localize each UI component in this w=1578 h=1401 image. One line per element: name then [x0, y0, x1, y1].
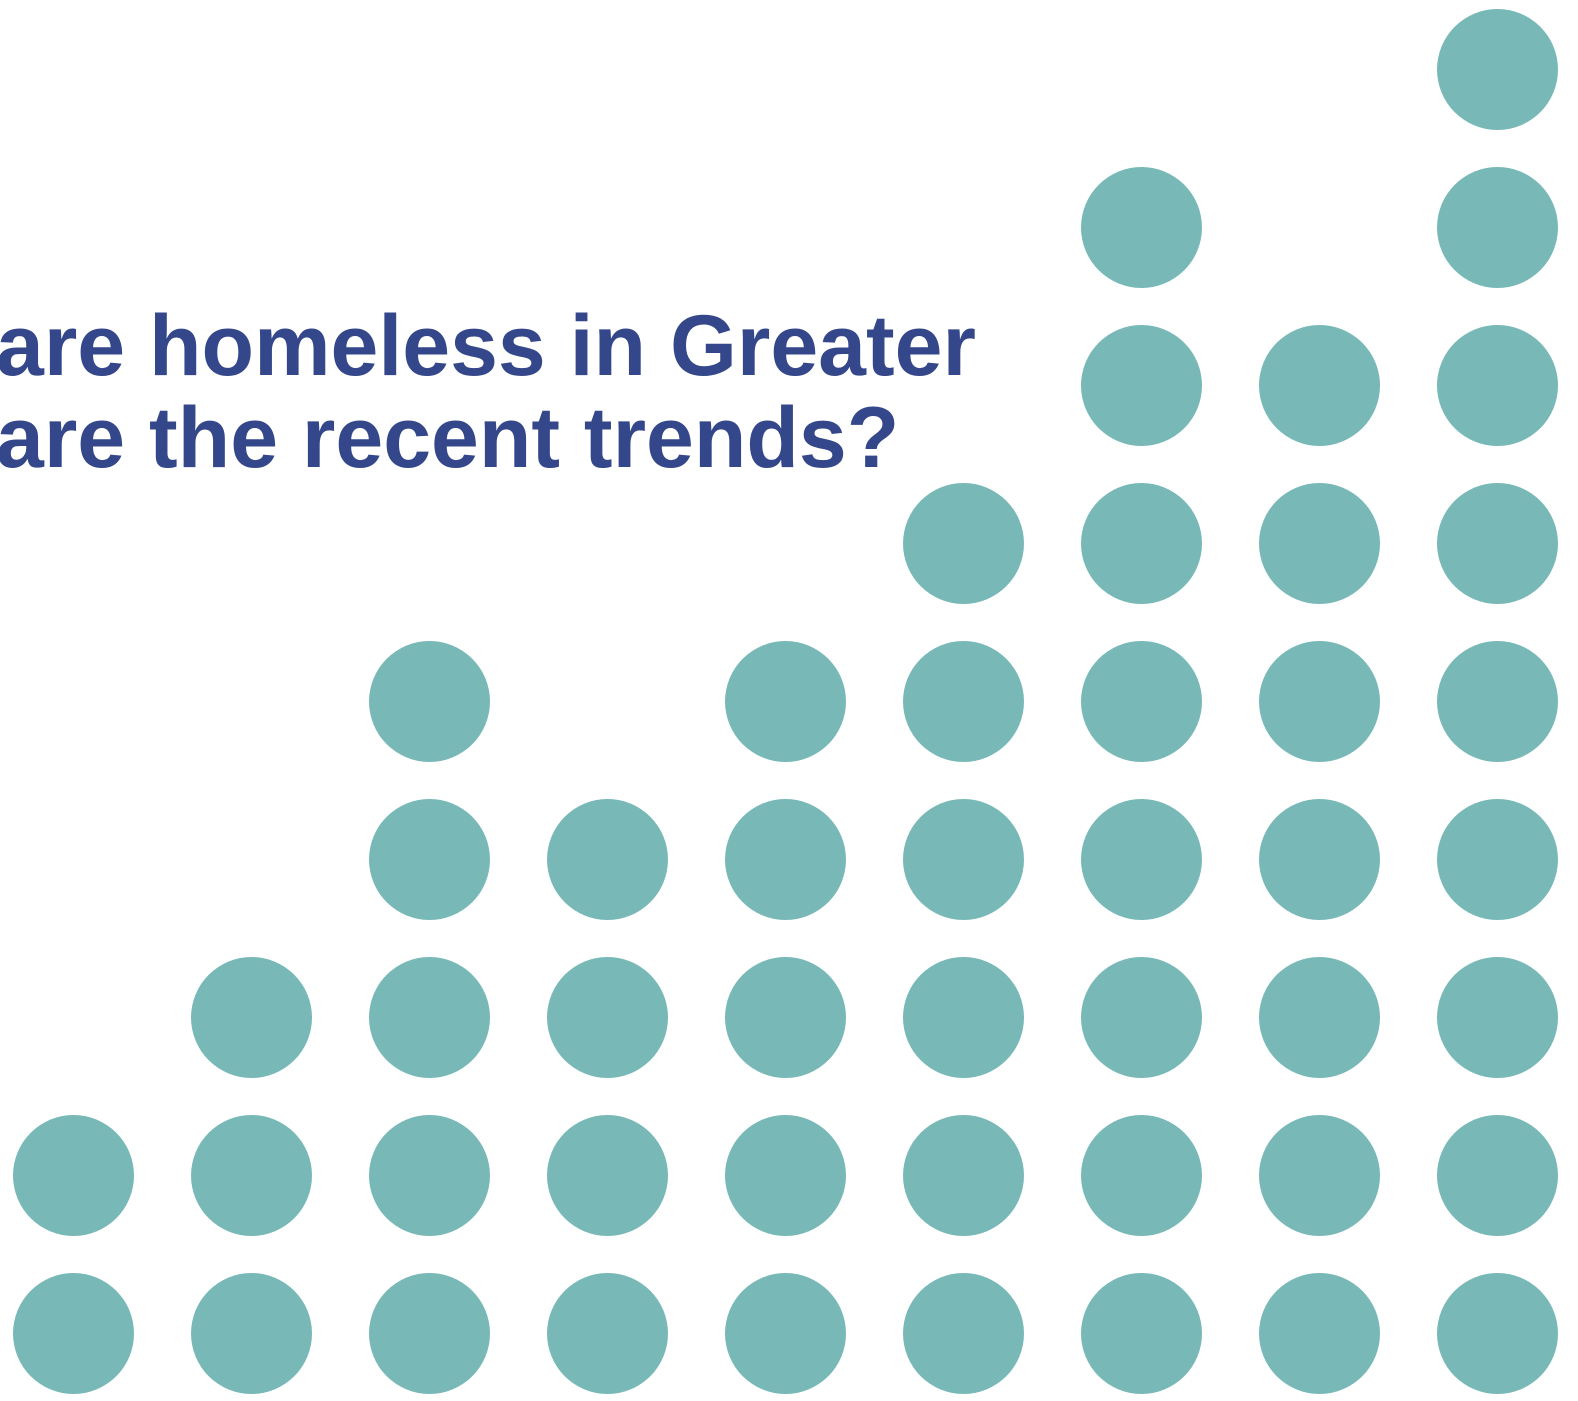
dot	[902, 640, 1024, 762]
dot	[1436, 1114, 1558, 1236]
dot	[1080, 1272, 1202, 1394]
dot	[902, 956, 1024, 1078]
dot	[1436, 8, 1558, 130]
dot	[1080, 640, 1202, 762]
dot	[1436, 482, 1558, 604]
dot	[1080, 482, 1202, 604]
dot	[1436, 956, 1558, 1078]
dot	[12, 1272, 134, 1394]
dot	[1080, 324, 1202, 446]
dot	[724, 1272, 846, 1394]
dot	[190, 956, 312, 1078]
title-line-2: are the recent trends?	[0, 390, 900, 486]
dot	[1258, 640, 1380, 762]
dot	[1258, 798, 1380, 920]
dot	[724, 956, 846, 1078]
dot	[368, 956, 490, 1078]
slide-title: are homeless in Greater are the recent t…	[0, 300, 976, 484]
dot	[546, 956, 668, 1078]
dot	[546, 798, 668, 920]
dot	[546, 1272, 668, 1394]
dot	[1436, 166, 1558, 288]
dot	[190, 1114, 312, 1236]
dot	[1258, 1114, 1380, 1236]
dot	[724, 640, 846, 762]
dot	[1080, 166, 1202, 288]
dot	[368, 798, 490, 920]
dot	[1080, 956, 1202, 1078]
dot	[902, 798, 1024, 920]
dot	[1080, 1114, 1202, 1236]
title-line-1: are homeless in Greater	[0, 298, 976, 394]
dot	[902, 1114, 1024, 1236]
dot	[546, 1114, 668, 1236]
dot	[1258, 1272, 1380, 1394]
dot	[190, 1272, 312, 1394]
dot	[724, 798, 846, 920]
dot	[1080, 798, 1202, 920]
dot	[724, 1114, 846, 1236]
dot	[1436, 324, 1558, 446]
dot	[1436, 640, 1558, 762]
dot	[368, 640, 490, 762]
dot	[1258, 956, 1380, 1078]
dot	[1436, 1272, 1558, 1394]
dot	[1436, 798, 1558, 920]
dot	[368, 1114, 490, 1236]
dot	[12, 1114, 134, 1236]
dot	[1258, 482, 1380, 604]
dot	[902, 482, 1024, 604]
dot	[368, 1272, 490, 1394]
dot	[902, 1272, 1024, 1394]
dot	[1258, 324, 1380, 446]
